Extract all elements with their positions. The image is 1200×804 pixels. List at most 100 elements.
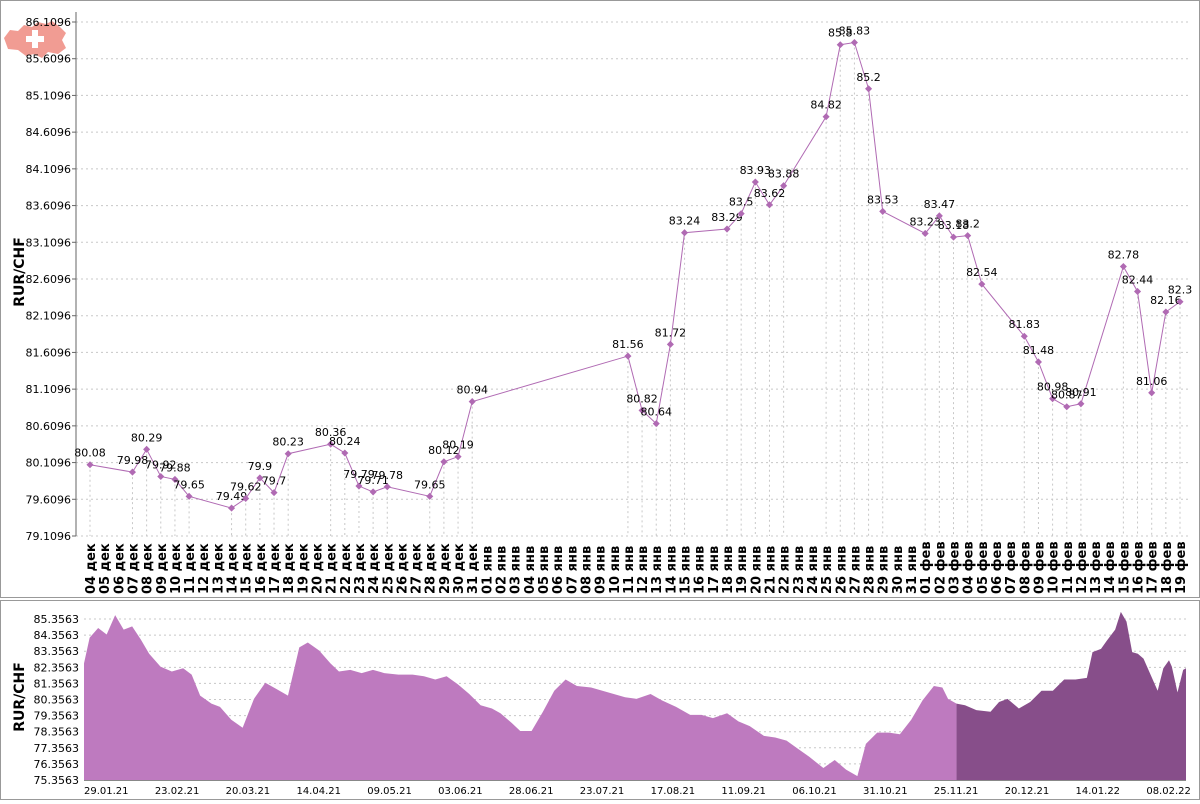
main-y-tick-label: 82.1096 (26, 310, 72, 323)
main-x-tick-label: 01 янв (480, 546, 495, 594)
main-data-label: 82.44 (1122, 273, 1154, 286)
main-data-label: 83.93 (740, 164, 772, 177)
main-data-label: 79.62 (230, 481, 262, 494)
navigator-history-area (84, 615, 957, 780)
main-x-tick-label: 12 дек (197, 543, 212, 594)
main-x-tick-label: 01 фев (919, 541, 934, 594)
main-x-tick-label: 15 дек (240, 543, 255, 594)
main-data-label: 80.91 (1065, 386, 1097, 399)
main-x-tick-label: 20 янв (749, 546, 764, 594)
main-x-tick-label: 22 дек (339, 543, 354, 594)
main-data-label: 85.2 (856, 71, 881, 84)
main-series-line (89, 41, 1181, 509)
main-data-point (284, 450, 292, 458)
main-data-label: 82.54 (966, 266, 998, 279)
main-x-tick-label: 11 фев (1061, 541, 1076, 594)
main-data-label: 80.23 (272, 436, 304, 449)
main-x-tick-label: 09 янв (594, 546, 609, 594)
main-data-label: 83.24 (669, 215, 701, 228)
main-x-tick-label: 02 фев (933, 541, 948, 594)
main-x-tick-label: 08 фев (1018, 541, 1033, 594)
main-x-tick-label: 25 янв (820, 546, 835, 594)
main-x-tick-label: 18 фев (1160, 541, 1175, 594)
main-data-label: 80.24 (329, 435, 361, 448)
main-data-label: 80.12 (428, 444, 460, 457)
main-x-tick-label: 30 янв (891, 546, 906, 594)
main-x-tick-label: 14 янв (664, 546, 679, 594)
main-data-point (86, 461, 94, 469)
navigator-x-tick-label: 14.04.21 (296, 786, 341, 797)
main-data-label: 81.72 (655, 326, 687, 339)
main-data-label: 80.87 (1051, 389, 1083, 402)
main-y-tick-label: 79.1096 (26, 530, 72, 543)
navigator-x-tick-label: 25.11.21 (934, 786, 979, 797)
main-data-label: 85.83 (839, 25, 871, 38)
main-data-label: 85.8 (828, 27, 853, 40)
main-x-tick-label: 27 дек (410, 543, 425, 594)
main-y-axis-label: RUR/CHF (12, 237, 28, 307)
main-data-point (723, 225, 731, 233)
main-y-tick-label: 80.1096 (26, 457, 72, 470)
navigator-x-tick-label: 28.06.21 (509, 786, 554, 797)
main-data-label: 83.23 (909, 215, 941, 228)
main-y-tick-label: 85.1096 (26, 89, 72, 102)
main-y-tick-label: 79.6096 (26, 493, 72, 506)
main-chart-frame (0, 0, 1200, 598)
navigator-x-tick-label: 11.09.21 (721, 786, 766, 797)
main-x-tick-label: 27 янв (848, 546, 863, 594)
main-x-tick-label: 21 янв (763, 546, 778, 594)
navigator-x-tick-label: 14.01.22 (1076, 786, 1121, 797)
main-y-tick-label: 80.6096 (26, 420, 72, 433)
main-data-label: 83.53 (867, 193, 899, 206)
main-x-tick-label: 11 дек (183, 543, 198, 594)
main-x-tick-label: 05 янв (537, 546, 552, 594)
main-data-label: 82.16 (1150, 294, 1182, 307)
main-data-point (369, 488, 377, 496)
main-data-point (454, 453, 462, 461)
main-y-tick-label: 82.6096 (26, 273, 72, 286)
main-data-label: 79.92 (145, 458, 177, 471)
main-y-tick-label: 84.6096 (26, 126, 72, 139)
main-data-label: 83.29 (711, 211, 743, 224)
main-data-label: 83.5 (729, 196, 754, 209)
main-data-label: 79.79 (343, 468, 375, 481)
main-data-label: 81.06 (1136, 375, 1168, 388)
main-data-point (964, 232, 972, 240)
main-x-tick-label: 26 дек (395, 543, 410, 594)
main-data-point (780, 182, 788, 190)
navigator-y-tick-label: 85.3563 (34, 613, 80, 626)
main-x-tick-label: 16 фев (1132, 541, 1147, 594)
main-x-tick-label: 18 дек (282, 543, 297, 594)
main-data-point (681, 229, 689, 237)
main-data-point (865, 85, 873, 93)
main-y-tick-label: 84.1096 (26, 163, 72, 176)
main-data-label: 83.47 (924, 198, 956, 211)
main-y-tick-label: 83.6096 (26, 200, 72, 213)
main-data-point (383, 483, 391, 491)
main-x-tick-label: 07 дек (126, 543, 141, 594)
navigator-selected-range[interactable] (956, 611, 1186, 780)
main-x-tick-label: 31 янв (905, 546, 920, 594)
main-data-point (1020, 332, 1028, 340)
main-data-point (143, 445, 151, 453)
navigator-y-tick-label: 81.3563 (34, 677, 80, 690)
main-data-point (879, 207, 887, 215)
main-x-tick-label: 09 фев (1032, 541, 1047, 594)
main-data-label: 80.29 (131, 431, 163, 444)
main-data-label: 79.7 (262, 475, 287, 488)
main-x-tick-label: 07 янв (565, 546, 580, 594)
main-x-tick-label: 19 фев (1174, 541, 1189, 594)
main-data-label: 79.71 (357, 474, 389, 487)
main-data-label: 80.19 (442, 439, 474, 452)
navigator-x-tick-label: 08.02.22 (1146, 786, 1191, 797)
main-y-tick-label: 81.1096 (26, 383, 72, 396)
navigator-x-tick-label: 06.10.21 (792, 786, 837, 797)
main-x-tick-label: 05 фев (976, 541, 991, 594)
main-data-point (822, 113, 830, 121)
main-data-label: 80.08 (74, 447, 106, 460)
main-x-tick-label: 14 фев (1103, 541, 1118, 594)
main-data-point (765, 201, 774, 209)
main-x-tick-label: 18 янв (721, 546, 736, 594)
